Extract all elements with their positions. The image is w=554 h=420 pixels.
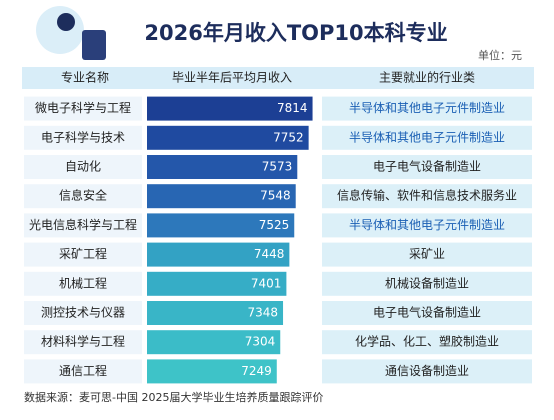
bar <box>147 96 313 121</box>
industry-label: 通信设备制造业 <box>385 364 469 378</box>
bar <box>147 301 284 325</box>
industry-label: 机械设备制造业 <box>385 275 469 290</box>
category-label: 自动化 <box>65 160 101 174</box>
industry-label: 电子电气设备制造业 <box>373 159 481 174</box>
industry-label: 采矿业 <box>409 247 445 261</box>
name-cell <box>24 213 142 238</box>
industry-cell <box>322 271 532 296</box>
industry-cell <box>322 301 532 325</box>
value-label: 7814 <box>277 101 308 115</box>
source: 数据来源：麦可思-中国 2025届大学毕业生培养质量跟踪评价 <box>24 390 323 404</box>
industry-label: 半导体和其他电子元件制造业 <box>349 101 505 115</box>
value-label: 7573 <box>262 160 293 174</box>
value-label: 7348 <box>247 306 278 320</box>
value-label: 7525 <box>259 218 290 232</box>
header: 毕业半年后平均月收入 <box>172 71 292 85</box>
industry-cell <box>322 242 532 267</box>
value-label: 7548 <box>260 189 291 203</box>
name-cell <box>24 271 142 296</box>
header-bg <box>22 67 534 89</box>
bar <box>147 155 298 179</box>
illustration <box>57 13 75 31</box>
category-label: 机械工程 <box>59 275 107 290</box>
bar <box>147 125 309 150</box>
category-label: 微电子科学与工程 <box>35 100 131 115</box>
industry-cell <box>322 125 532 150</box>
name-cell <box>24 96 142 121</box>
category-label: 光电信息科学与工程 <box>29 217 137 232</box>
industry-label: 电子电气设备制造业 <box>373 305 481 320</box>
unit: 单位：元 <box>478 48 522 62</box>
illustration <box>82 30 106 60</box>
title: 2026年月收入TOP10本科专业 <box>144 21 447 45</box>
name-cell <box>24 330 142 355</box>
industry-cell <box>322 155 532 179</box>
value-label: 7401 <box>251 276 282 290</box>
name-cell <box>24 301 142 325</box>
value-label: 7249 <box>241 364 272 378</box>
value-label: 7304 <box>245 335 276 349</box>
industry-label: 化学品、化工、塑胶制造业 <box>355 334 499 349</box>
illustration <box>36 6 84 54</box>
category-label: 测控技术与仪器 <box>41 306 125 320</box>
bar <box>147 213 295 238</box>
bar <box>147 242 290 267</box>
bar <box>147 271 287 296</box>
industry-cell <box>322 213 532 238</box>
name-cell <box>24 242 142 267</box>
industry-label: 信息传输、软件和信息技术服务业 <box>337 188 517 203</box>
bar <box>147 359 277 384</box>
value-label: 7448 <box>254 247 285 261</box>
name-cell <box>24 184 142 209</box>
category-label: 电子科学与技术 <box>41 129 125 144</box>
industry-cell <box>322 96 532 121</box>
header: 主要就业的行业类 <box>379 70 475 85</box>
header: 专业名称 <box>61 70 109 85</box>
name-cell <box>24 359 142 384</box>
industry-cell <box>322 359 532 384</box>
value-label: 7752 <box>273 130 304 144</box>
category-label: 通信工程 <box>59 363 107 378</box>
name-cell <box>24 125 142 150</box>
industry-cell <box>322 330 532 355</box>
industry-label: 半导体和其他电子元件制造业 <box>349 218 505 232</box>
industry-cell <box>322 184 532 209</box>
bar <box>147 184 296 209</box>
industry-label: 半导体和其他电子元件制造业 <box>349 130 505 144</box>
name-cell <box>24 155 142 179</box>
bar <box>147 330 281 355</box>
category-label: 材料科学与工程 <box>41 334 125 349</box>
category-label: 采矿工程 <box>59 246 107 261</box>
category-label: 信息安全 <box>59 188 107 203</box>
